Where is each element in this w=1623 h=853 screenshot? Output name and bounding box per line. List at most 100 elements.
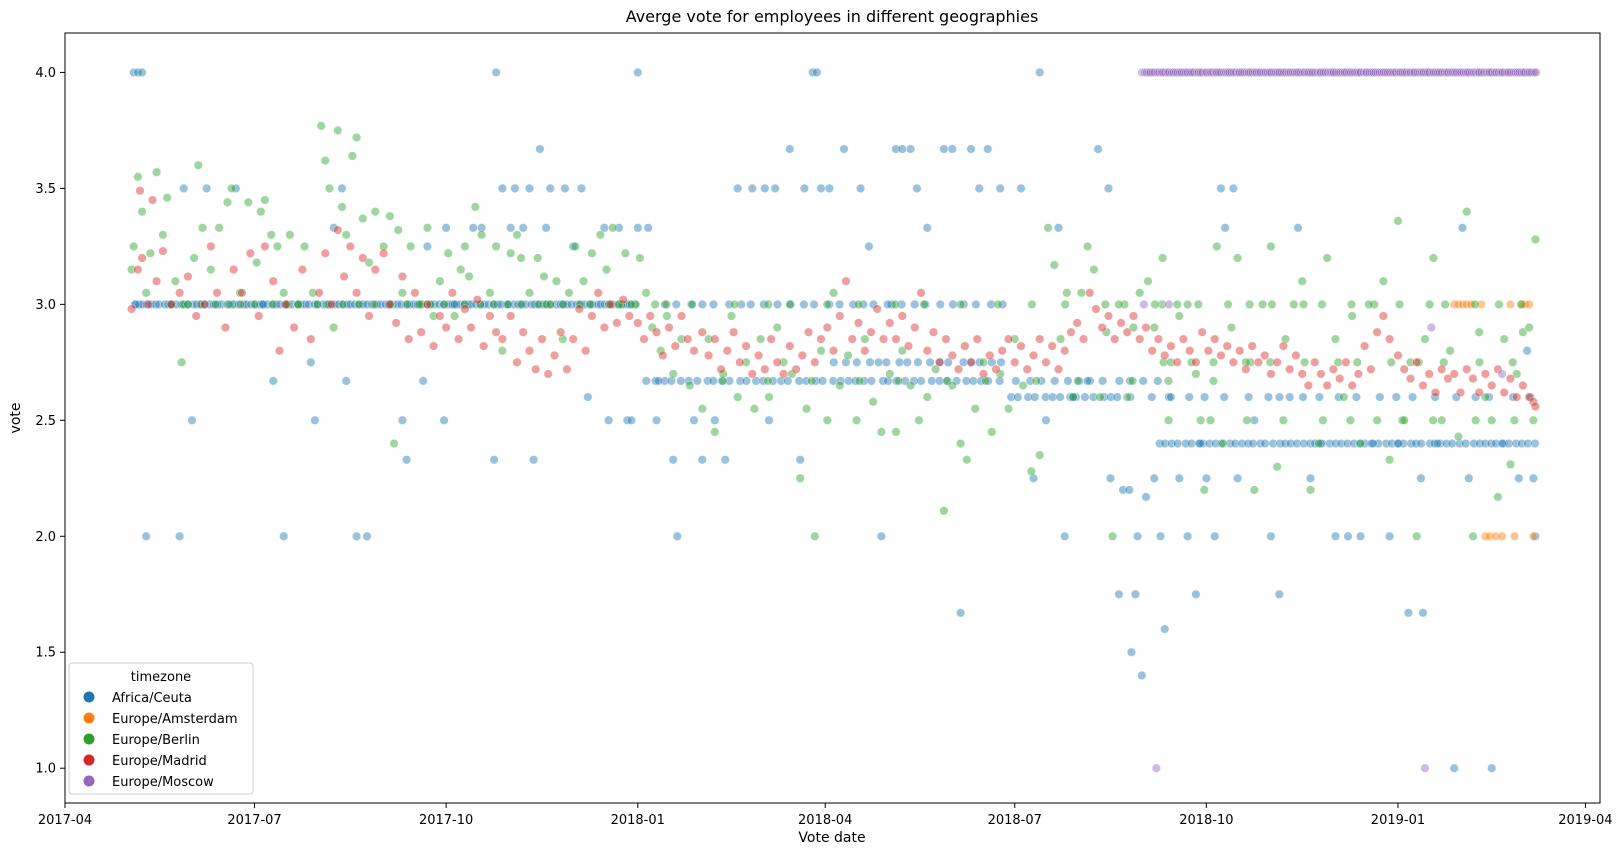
data-point <box>1484 531 1495 541</box>
data-point <box>1516 67 1526 77</box>
data-point <box>418 376 428 386</box>
data-point <box>1470 299 1480 310</box>
data-point <box>1531 67 1541 77</box>
data-point <box>389 438 399 449</box>
data-point <box>1153 376 1163 386</box>
data-point <box>961 376 972 386</box>
data-point <box>576 183 587 193</box>
data-point <box>541 223 551 233</box>
data-point <box>1524 322 1534 333</box>
data-point <box>718 376 728 386</box>
data-point <box>439 299 449 310</box>
data-point <box>633 67 643 77</box>
data-point <box>1272 462 1282 472</box>
data-point <box>844 376 854 386</box>
data-point <box>1174 473 1184 483</box>
data-point <box>1013 392 1023 402</box>
legend-label: Europe/Amsterdam <box>112 712 238 727</box>
data-point <box>991 364 1001 374</box>
data-point <box>352 288 362 298</box>
data-point <box>416 327 426 337</box>
data-point <box>868 299 879 310</box>
data-point <box>666 376 677 386</box>
x-tick-label: 2017-07 <box>227 813 281 828</box>
data-point <box>803 327 814 337</box>
data-point <box>914 415 924 425</box>
data-point <box>1378 311 1388 321</box>
data-point <box>662 311 672 321</box>
data-point <box>1412 531 1422 541</box>
data-point <box>910 322 920 333</box>
data-point <box>370 265 380 275</box>
data-point <box>710 334 720 344</box>
data-point <box>1303 380 1313 391</box>
data-point <box>728 327 739 337</box>
data-point <box>243 197 253 207</box>
x-tick-label: 2018-07 <box>988 813 1042 828</box>
data-point <box>1011 376 1021 386</box>
data-point <box>1293 67 1303 77</box>
data-point <box>568 241 578 251</box>
data-point <box>1289 299 1299 310</box>
data-point <box>996 357 1006 367</box>
data-point <box>404 334 414 344</box>
data-point <box>1155 438 1165 449</box>
data-point <box>1290 67 1300 77</box>
y-tick-label: 2.0 <box>35 530 56 545</box>
data-point <box>1499 387 1509 398</box>
data-point <box>1257 299 1268 310</box>
data-point <box>1191 369 1201 379</box>
data-point <box>763 376 773 386</box>
data-point <box>460 304 470 314</box>
data-point <box>512 230 522 240</box>
data-point <box>1274 589 1284 599</box>
data-point <box>1022 364 1032 374</box>
data-point <box>1026 466 1036 476</box>
data-point <box>1142 67 1152 77</box>
data-point <box>134 299 144 310</box>
data-point <box>593 288 603 298</box>
data-point <box>1028 350 1039 361</box>
data-point <box>939 506 949 516</box>
data-point <box>1135 334 1145 344</box>
data-point <box>306 334 316 344</box>
data-point <box>986 299 996 310</box>
data-point <box>212 288 222 298</box>
data-point <box>905 144 916 154</box>
data-point <box>966 357 976 367</box>
data-point <box>533 253 543 263</box>
data-point <box>1219 392 1229 402</box>
legend: timezone Africa/Ceuta Europe/Amsterdam Eur… <box>68 662 254 795</box>
data-point <box>641 288 651 298</box>
data-point <box>1060 299 1070 310</box>
x-tick-label: 2018-01 <box>611 813 665 828</box>
data-point <box>1316 369 1326 379</box>
data-point <box>971 299 981 310</box>
data-point <box>352 531 362 541</box>
data-point <box>925 357 935 367</box>
data-point <box>733 392 743 402</box>
data-point <box>972 334 982 344</box>
data-point <box>518 223 528 233</box>
data-point <box>245 248 255 258</box>
legend-label: Europe/Moscow <box>112 775 214 790</box>
data-point <box>337 183 347 193</box>
data-point <box>720 455 730 465</box>
data-point <box>1158 357 1169 367</box>
data-point <box>1455 387 1466 398</box>
data-point <box>1314 392 1324 402</box>
data-point <box>633 223 643 233</box>
data-point <box>801 376 811 386</box>
data-point <box>338 299 348 310</box>
data-point <box>927 376 937 386</box>
data-point <box>763 299 773 310</box>
data-point <box>853 299 864 310</box>
data-point <box>1172 299 1182 310</box>
data-point <box>716 364 726 374</box>
data-point <box>1195 438 1205 449</box>
data-point <box>1241 364 1251 374</box>
data-point <box>885 369 895 379</box>
data-point <box>1139 299 1149 310</box>
data-point <box>930 364 941 374</box>
data-point <box>834 299 845 310</box>
